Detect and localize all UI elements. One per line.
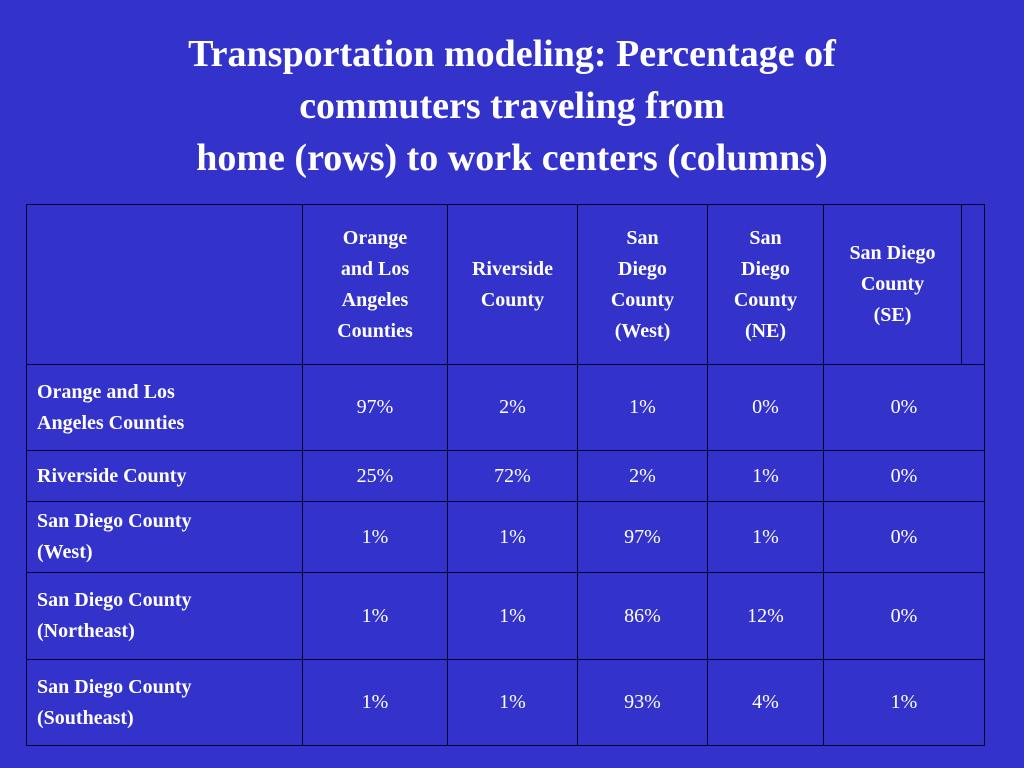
column-header-line: San [626,226,659,249]
header-spacer-cell [961,204,985,365]
column-header-line: and Los [340,257,410,280]
row-header: Orange and Los Angeles Counties [26,364,303,451]
column-header: San Diego County (SE) [823,204,962,365]
column-header-line: County [480,288,545,311]
row-header-line: (Northeast) [37,620,135,642]
table-cell: 1% [577,364,708,451]
table-cell: 86% [577,572,708,660]
row-header-line: San Diego County [37,675,192,698]
column-header-line: County [610,288,675,311]
column-header-line: (SE) [873,304,912,326]
table-cell: 4% [707,659,824,746]
table-cell: 97% [302,364,448,451]
column-header-line: (NE) [744,319,787,342]
row-header-line: Angeles Counties [37,411,185,434]
table-cell: 2% [447,364,578,451]
table-cell: 0% [823,450,985,502]
row-header-line: (Southeast) [37,706,134,729]
row-header: San Diego County (West) [26,501,303,573]
table-cell: 0% [823,501,985,573]
table-cell: 1% [447,501,578,573]
column-header-line: Diego [618,257,667,280]
table-row: San Diego County (West) 1% 1% 97% 1% 0% [26,501,985,573]
column-header-line: Orange [342,226,408,249]
slide-title-line: home (rows) to work centers (columns) [196,137,828,179]
table-cell: 97% [577,501,708,573]
row-header: San Diego County (Southeast) [26,659,303,746]
table-cell: 25% [302,450,448,502]
row-header: Riverside County [26,450,303,502]
column-header: Riverside County [447,204,578,365]
row-header-line: San Diego County [37,589,192,611]
table-cell: 1% [302,501,448,573]
table-header-row: Orange and Los Angeles Counties Riversid… [26,204,985,365]
row-header-line: Orange and Los [37,380,175,403]
row-header: San Diego County (Northeast) [26,572,303,660]
table-row: San Diego County (Northeast) 1% 1% 86% 1… [26,572,985,660]
table-cell: 1% [707,501,824,573]
table-cell: 0% [707,364,824,451]
column-header-line: Counties [337,319,413,342]
table-cell: 1% [447,659,578,746]
table-cell: 1% [707,450,824,502]
column-header-line: County [860,273,925,295]
table-row: San Diego County (Southeast) 1% 1% 93% 4… [26,659,985,746]
column-header-line: San [749,226,782,249]
table-cell: 12% [707,572,824,660]
row-header-line: Riverside County [37,464,187,487]
table-row: Orange and Los Angeles Counties 97% 2% 1… [26,364,985,451]
table-cell: 0% [823,572,985,660]
row-header-line: (West) [37,541,93,563]
commuter-percentage-table: Orange and Los Angeles Counties Riversid… [26,204,985,746]
column-header-line: San Diego [849,242,936,264]
slide-title-line: commuters traveling from [299,85,725,127]
table-cell: 1% [302,572,448,660]
slide-title: Transportation modeling: Percentage of c… [0,28,1024,184]
column-header-line: Diego [741,257,790,280]
table-cell: 1% [823,659,985,746]
table-cell: 0% [823,364,985,451]
row-header-line: San Diego County [37,510,192,532]
column-header-line: Angeles [341,288,409,311]
table-corner-cell [26,204,303,365]
slide-title-line: Transportation modeling: Percentage of [188,33,836,75]
column-header: Orange and Los Angeles Counties [302,204,448,365]
table-cell: 1% [302,659,448,746]
table-cell: 93% [577,659,708,746]
table-cell: 1% [447,572,578,660]
table-cell: 2% [577,450,708,502]
table-row: Riverside County 25% 72% 2% 1% 0% [26,450,985,502]
column-header: San Diego County (West) [577,204,708,365]
column-header-line: (West) [614,319,671,342]
column-header-line: County [733,288,798,311]
column-header-line: Riverside [471,257,554,280]
table-cell: 72% [447,450,578,502]
column-header: San Diego County (NE) [707,204,824,365]
